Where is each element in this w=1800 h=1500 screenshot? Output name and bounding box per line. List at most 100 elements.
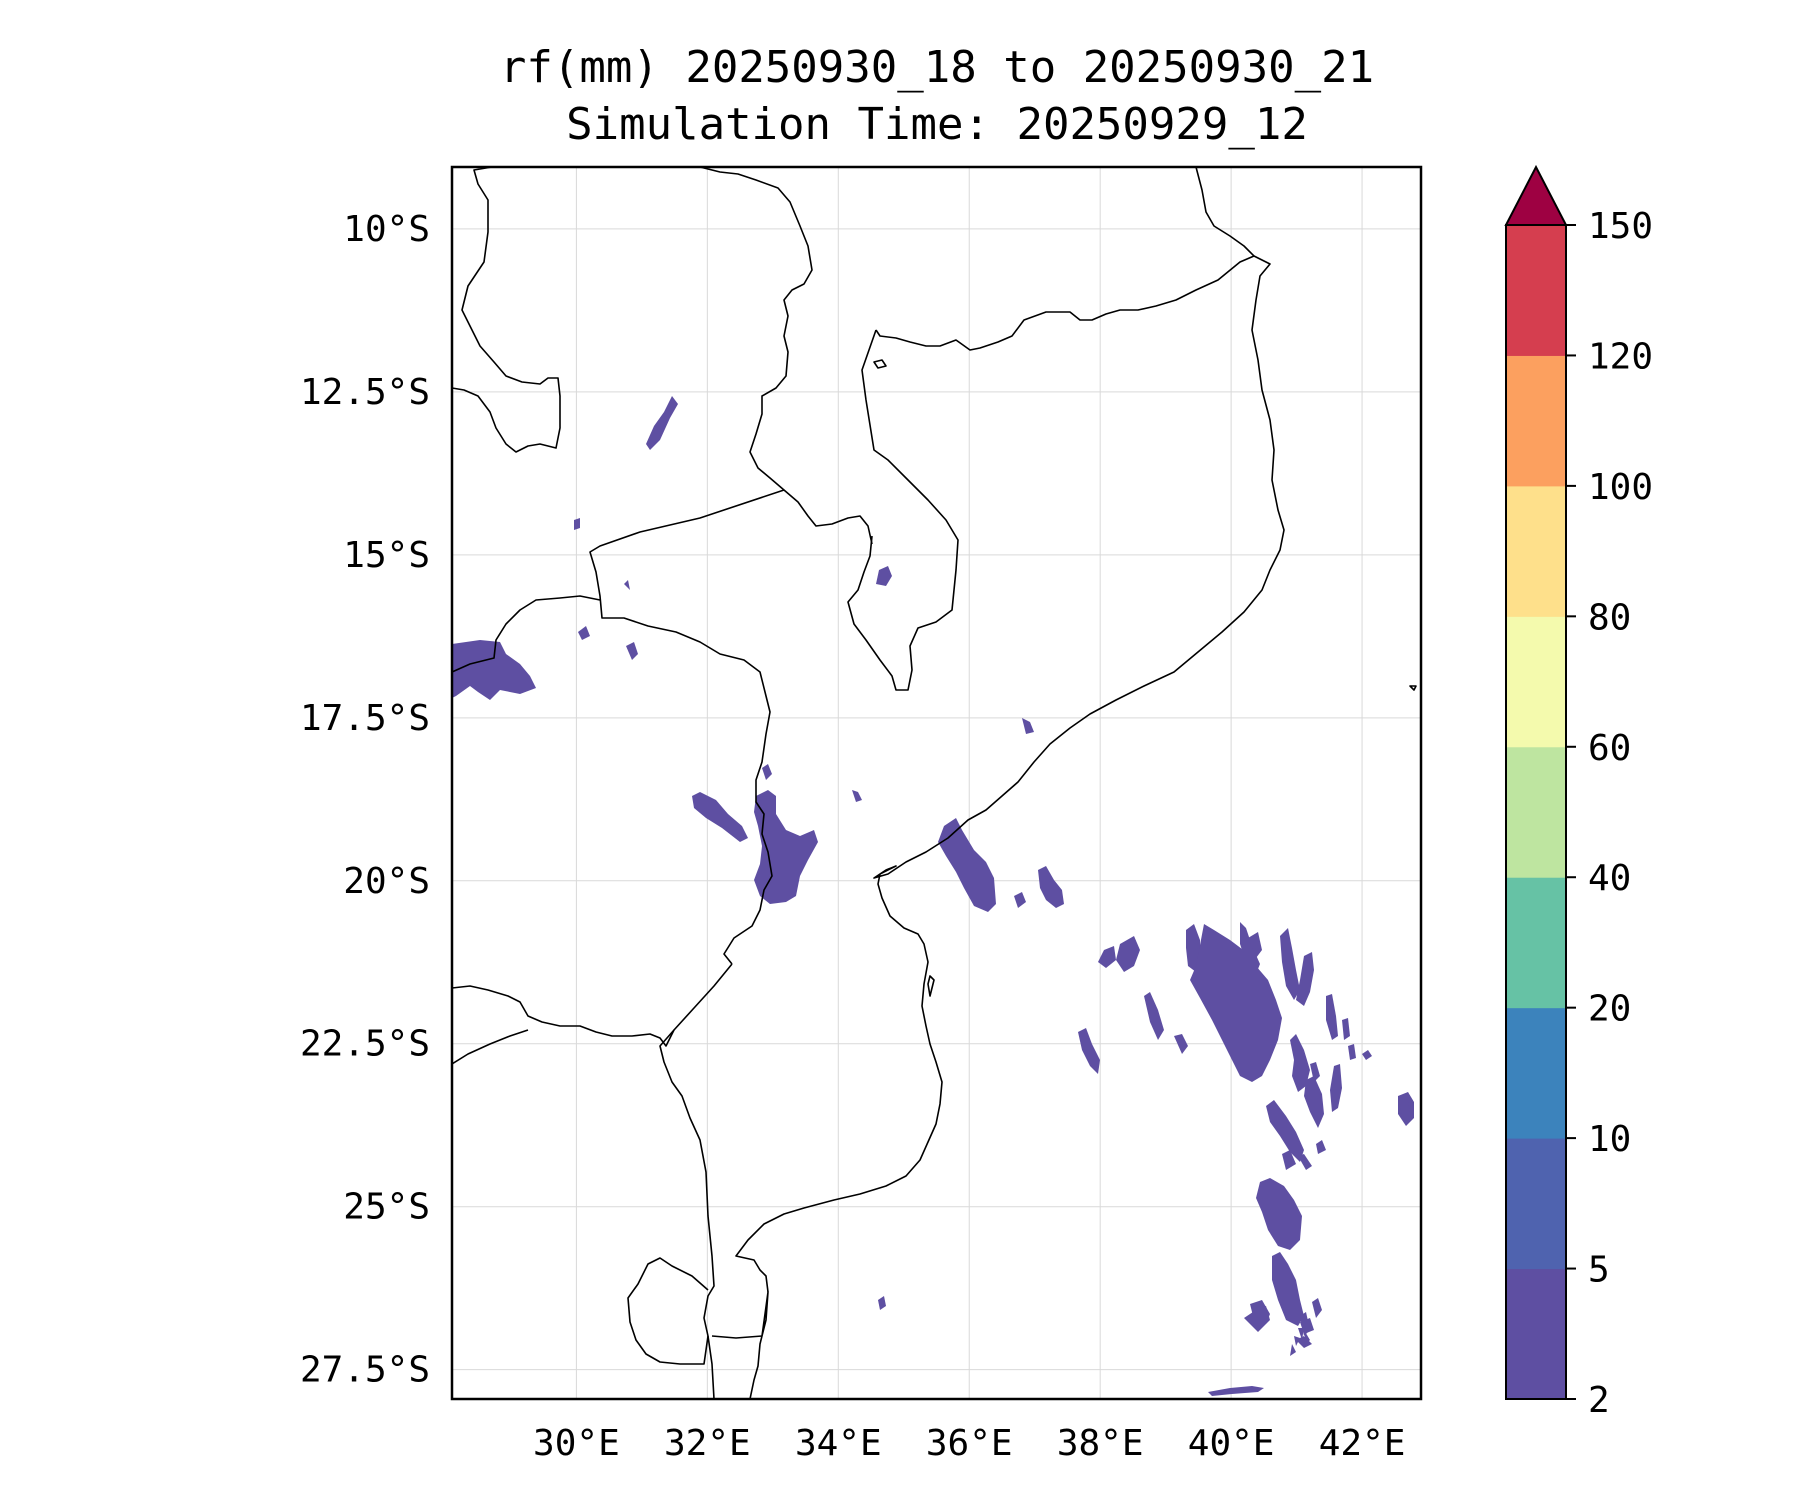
colorbar-level-label: 60 <box>1588 728 1631 769</box>
lat-tick-label: 15°S <box>343 535 430 576</box>
colorbar-segment <box>1506 485 1566 617</box>
colorbar-segment <box>1506 877 1566 1009</box>
rain-patch <box>1116 936 1140 972</box>
rain-patch <box>1280 928 1300 1000</box>
border <box>627 1257 709 1365</box>
colorbar-level-label: 120 <box>1588 336 1653 377</box>
rain-patch <box>578 626 590 640</box>
rain-patch <box>624 580 630 590</box>
rain-patch <box>1398 1098 1410 1116</box>
colorbar-level-label: 100 <box>1588 467 1653 508</box>
rain-patch <box>1190 924 1282 1082</box>
colorbar-frame <box>1505 224 1567 1400</box>
colorbar: 2 5 10 20 40 60 80 100 120 150 <box>1504 164 1653 1421</box>
lake <box>927 975 935 997</box>
colorbar-segment <box>1506 746 1566 878</box>
rain-patch <box>1240 922 1260 974</box>
colorbar-segment <box>1506 616 1566 748</box>
rain-patch <box>1294 1336 1300 1346</box>
rain-patch <box>626 642 638 660</box>
border <box>699 167 873 545</box>
lat-tick-label: 22.5°S <box>300 1024 430 1065</box>
rain-patch <box>1272 1252 1304 1326</box>
latitude-labels: 10°S 12.5°S 15°S 17.5°S 20°S 22.5°S 25°S 27.5°S <box>300 209 430 1391</box>
rain-patch <box>1326 994 1338 1040</box>
map-frame <box>450 165 1423 1401</box>
lon-tick-label: 38°E <box>1057 1423 1144 1464</box>
rain-patch <box>762 764 772 780</box>
rain-patch <box>1330 1064 1342 1112</box>
colorbar-segment <box>1506 1007 1566 1139</box>
lat-tick-label: 25°S <box>343 1187 430 1228</box>
rainfall-field <box>452 396 1414 1396</box>
colorbar-segment <box>1506 1268 1566 1400</box>
map-title-line1: rf(mm) 20250930_18 to 20250930_21 <box>499 42 1375 93</box>
rain-patch <box>452 640 536 700</box>
colorbar-level-label: 80 <box>1588 597 1631 638</box>
rain-patch <box>1290 1034 1310 1092</box>
rain-patch <box>1186 924 1200 972</box>
rain-patch <box>1362 1050 1372 1060</box>
map-title-line2: Simulation Time: 20250929_12 <box>566 99 1308 150</box>
lake-malawi <box>847 329 959 691</box>
lat-tick-label: 17.5°S <box>300 698 430 739</box>
rain-patch <box>1300 1318 1314 1334</box>
border <box>452 1029 529 1065</box>
rain-patch <box>878 1296 886 1310</box>
rain-patch <box>1348 1044 1356 1060</box>
colorbar-level-label: 20 <box>1588 989 1631 1030</box>
colorbar-segment <box>1506 225 1566 356</box>
rain-patch <box>1310 1062 1320 1082</box>
border <box>452 985 675 1047</box>
rain-patch <box>1244 1306 1270 1332</box>
rain-patch <box>1266 1100 1304 1162</box>
rain-patch <box>692 792 748 842</box>
lat-tick-label: 27.5°S <box>300 1350 430 1391</box>
lat-tick-label: 10°S <box>343 209 430 250</box>
rain-patch <box>1038 866 1064 908</box>
coastlines-borders <box>452 167 1417 1399</box>
colorbar-level-label: 40 <box>1588 858 1631 899</box>
rain-patch <box>876 566 892 586</box>
colorbar-segment <box>1506 1138 1566 1270</box>
rain-patch <box>1022 718 1034 734</box>
lat-tick-label: 12.5°S <box>300 372 430 413</box>
rain-patch <box>1248 932 1262 958</box>
colorbar-extend-arrow <box>1504 164 1568 226</box>
island <box>1409 685 1417 691</box>
rain-patch <box>1144 992 1164 1040</box>
rain-patch <box>646 396 678 450</box>
lon-tick-label: 36°E <box>926 1423 1013 1464</box>
rain-patch <box>852 790 862 802</box>
rain-patch <box>1282 1150 1296 1170</box>
border <box>589 489 785 965</box>
colorbar-level-label: 150 <box>1588 206 1653 247</box>
rain-patch <box>1098 946 1116 968</box>
border <box>875 255 1255 351</box>
rain-patch <box>1290 1344 1296 1356</box>
lon-tick-label: 32°E <box>664 1423 751 1464</box>
border <box>452 167 561 453</box>
lon-tick-label: 40°E <box>1188 1423 1275 1464</box>
colorbar-level-label: 5 <box>1588 1250 1610 1291</box>
rain-patch <box>1174 1034 1188 1054</box>
rain-patch <box>1208 1386 1264 1396</box>
lake <box>873 359 887 369</box>
rain-patch <box>1256 1178 1302 1250</box>
rain-patch <box>1298 1154 1312 1170</box>
rain-patch <box>938 818 996 912</box>
rain-patch <box>754 790 818 904</box>
lat-tick-label: 20°S <box>343 861 430 902</box>
lon-tick-label: 30°E <box>533 1423 620 1464</box>
rain-patch <box>1312 1298 1322 1318</box>
coastline <box>735 167 1285 1293</box>
lon-tick-label: 34°E <box>795 1423 882 1464</box>
colorbar-level-label: 2 <box>1588 1380 1610 1421</box>
rain-patch <box>1078 1028 1100 1074</box>
rain-patch <box>1296 952 1314 1006</box>
rain-patch <box>1296 1336 1312 1348</box>
longitude-labels: 30°E 32°E 34°E 36°E 38°E 40°E 42°E <box>533 1423 1405 1464</box>
colorbar-level-label: 10 <box>1588 1119 1631 1160</box>
rain-patch <box>1316 1140 1326 1154</box>
